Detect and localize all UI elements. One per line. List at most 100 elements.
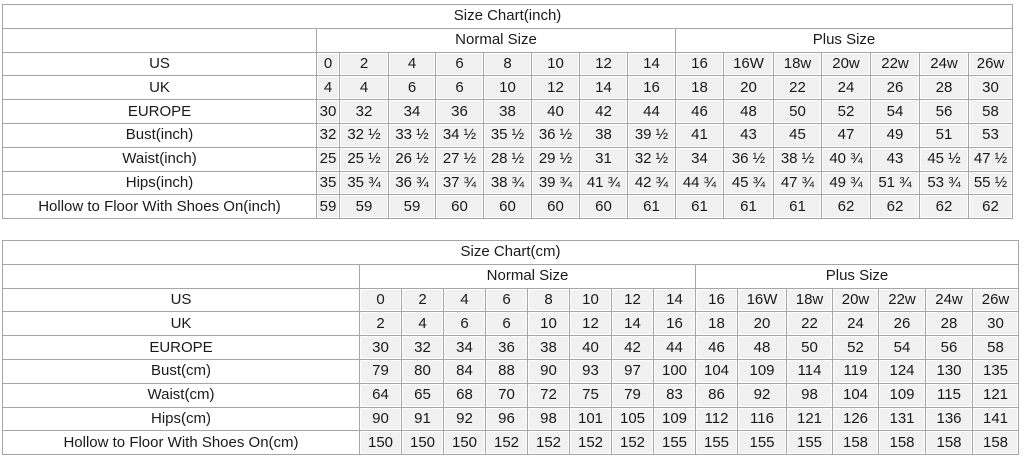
row-label: Waist(cm) (2, 382, 360, 408)
size-value-cell: 104 (832, 382, 879, 408)
size-value-cell: 56 (919, 99, 969, 124)
size-value-cell: 25 (316, 146, 340, 172)
size-value-cell: 4 (401, 311, 444, 337)
size-value-cell: 30 (316, 99, 340, 124)
size-value-cell: 16 (675, 51, 724, 77)
size-value-cell: 75 (569, 382, 612, 408)
size-value-cell: 98 (786, 382, 833, 408)
size-value-cell: 158 (832, 430, 879, 456)
size-value-cell: 61 (773, 194, 822, 220)
size-value-cell: 10 (569, 287, 612, 313)
row-label: Bust(inch) (2, 122, 317, 148)
size-value-cell: 42 (579, 99, 628, 124)
size-value-cell: 12 (569, 311, 612, 337)
size-value-cell: 62 (821, 194, 871, 220)
size-value-cell: 24w (919, 51, 969, 77)
size-value-cell: 150 (401, 430, 444, 456)
size-value-cell: 155 (737, 430, 787, 456)
size-value-cell: 53 ¾ (919, 170, 969, 196)
size-value-cell: 97 (611, 358, 654, 384)
size-value-cell: 96 (485, 406, 528, 432)
size-value-cell: 18w (773, 51, 822, 77)
plus-size-header: Plus Size (674, 27, 1014, 53)
size-value-cell: 27 ½ (435, 146, 484, 172)
size-value-cell: 64 (359, 382, 402, 408)
plus-size-header: Plus Size (694, 263, 1020, 289)
size-value-cell: 86 (695, 382, 738, 408)
size-value-cell: 119 (832, 358, 879, 384)
size-value-cell: 50 (773, 99, 822, 124)
size-value-cell: 61 (675, 194, 724, 220)
size-value-cell: 18w (786, 287, 833, 313)
size-value-cell: 130 (925, 358, 973, 384)
size-value-cell: 38 (527, 335, 570, 360)
size-value-cell: 6 (435, 75, 484, 101)
size-value-cell: 54 (878, 335, 926, 360)
size-value-cell: 109 (653, 406, 696, 432)
size-value-cell: 105 (611, 406, 654, 432)
size-value-cell: 58 (971, 335, 1020, 360)
size-value-cell: 8 (527, 287, 570, 313)
size-value-cell: 10 (527, 311, 570, 337)
size-value-cell: 4 (443, 287, 486, 313)
size-value-cell: 35 ½ (483, 122, 532, 148)
size-value-cell: 91 (401, 406, 444, 432)
size-value-cell: 22 (786, 311, 833, 337)
size-value-cell: 45 (773, 122, 822, 148)
size-value-cell: 38 (579, 122, 628, 148)
size-value-cell: 37 ¾ (435, 170, 484, 196)
table-row: Hollow to Floor With Shoes On(inch) 59 59 5… (2, 194, 1014, 220)
size-value-cell: 34 ½ (435, 122, 484, 148)
size-value-cell: 0 (316, 51, 340, 77)
size-value-cell: 16W (723, 51, 774, 77)
size-value-cell: 45 ¾ (723, 170, 774, 196)
size-value-cell: 16 (695, 287, 738, 313)
size-value-cell: 16 (653, 311, 696, 337)
size-value-cell: 59 (316, 194, 340, 220)
size-value-cell: 61 (723, 194, 774, 220)
size-value-cell: 54 (870, 99, 920, 124)
size-value-cell: 60 (483, 194, 532, 220)
size-value-cell: 60 (579, 194, 628, 220)
size-value-cell: 124 (878, 358, 926, 384)
size-value-cell: 52 (821, 99, 871, 124)
size-value-cell: 12 (611, 287, 654, 313)
size-value-cell: 44 (627, 99, 676, 124)
row-label: Hollow to Floor With Shoes On(cm) (2, 430, 360, 456)
size-value-cell: 93 (569, 358, 612, 384)
table-row: EUROPE 30 32 34 36 38 40 42 44 46 48 50 52 54 56 58 (2, 99, 1014, 124)
size-value-cell: 38 (483, 99, 532, 124)
size-value-cell: 152 (569, 430, 612, 456)
size-value-cell: 59 (388, 194, 436, 220)
size-value-cell: 90 (359, 406, 402, 432)
size-value-cell: 65 (401, 382, 444, 408)
size-value-cell: 52 (832, 335, 879, 360)
size-value-cell: 155 (653, 430, 696, 456)
size-value-cell: 20w (832, 287, 879, 313)
size-value-cell: 98 (527, 406, 570, 432)
size-value-cell: 30 (967, 75, 1014, 101)
size-value-cell: 26w (971, 287, 1020, 313)
size-value-cell: 53 (967, 122, 1014, 148)
size-value-cell: 35 ¾ (339, 170, 389, 196)
size-value-cell: 62 (919, 194, 969, 220)
row-label: Bust(cm) (2, 358, 360, 384)
size-value-cell: 60 (435, 194, 484, 220)
size-value-cell: 32 (401, 335, 444, 360)
size-value-cell: 44 ¾ (675, 170, 724, 196)
size-value-cell: 136 (925, 406, 973, 432)
size-value-cell: 104 (695, 358, 738, 384)
size-value-cell: 158 (971, 430, 1020, 456)
size-value-cell: 43 (723, 122, 774, 148)
size-value-cell: 6 (443, 311, 486, 337)
size-value-cell: 40 (531, 99, 580, 124)
size-value-cell: 26 (878, 311, 926, 337)
size-value-cell: 79 (359, 358, 402, 384)
size-value-cell: 70 (485, 382, 528, 408)
row-label: EUROPE (2, 99, 317, 124)
size-value-cell: 22 (773, 75, 822, 101)
normal-size-header: Normal Size (316, 27, 676, 53)
size-value-cell: 35 (316, 170, 340, 196)
size-value-cell: 6 (485, 311, 528, 337)
size-value-cell: 36 (485, 335, 528, 360)
